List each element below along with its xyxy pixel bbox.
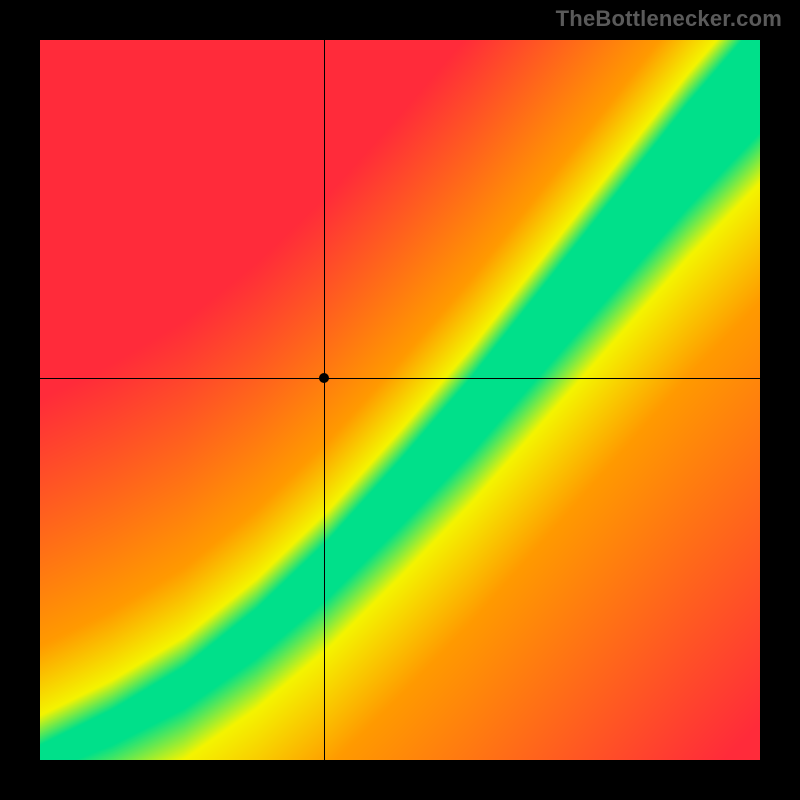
plot-area [40,40,760,760]
heatmap-canvas [40,40,760,760]
crosshair-dot [319,373,329,383]
chart-container: TheBottlenecker.com [0,0,800,800]
crosshair-horizontal [40,378,760,379]
crosshair-vertical [324,40,325,760]
watermark-text: TheBottlenecker.com [556,6,782,32]
